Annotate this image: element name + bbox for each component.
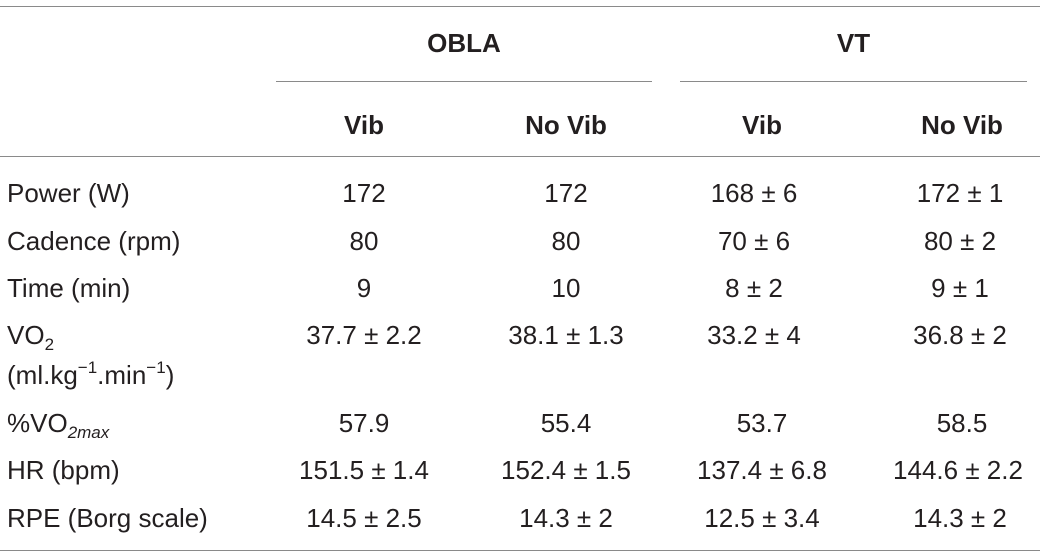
subheader-vt-vib: Vib <box>742 110 782 140</box>
table-cell: 37.7 ± 2.2 <box>306 320 422 350</box>
table-cell: 70 ± 6 <box>717 226 791 256</box>
row-label-power: Power (W) <box>7 178 130 208</box>
bottom-rule <box>0 550 1040 551</box>
table-cell: 80 <box>551 226 581 256</box>
table-cell: 172 <box>342 178 386 208</box>
row-label-vo2max: %VO2max <box>7 408 110 442</box>
table-cell: 80 <box>349 226 379 256</box>
row-label-hr: HR (bpm) <box>7 455 120 485</box>
table-cell: 172 ± 1 <box>916 178 1004 208</box>
table-cell: 137.4 ± 6.8 <box>697 455 827 485</box>
table-cell: 33.2 ± 4 <box>707 320 801 350</box>
row-label-time: Time (min) <box>7 273 131 303</box>
vt-group-rule <box>680 81 1027 82</box>
table-cell: 12.5 ± 3.4 <box>704 503 820 533</box>
subheader-obla-novib: No Vib <box>525 110 607 140</box>
table-cell: 14.5 ± 2.5 <box>306 503 422 533</box>
table-cell: 57.9 <box>338 408 390 438</box>
subheader-obla-vib: Vib <box>344 110 384 140</box>
table-cell: 8 ± 2 <box>725 273 783 303</box>
table-cell: 53.7 <box>736 408 788 438</box>
table-cell: 58.5 <box>936 408 988 438</box>
table-cell: 14.3 ± 2 <box>519 503 613 533</box>
row-label-vo2-unit: (ml.kg−1.min−1) <box>7 358 175 390</box>
row-label-rpe: RPE (Borg scale) <box>7 503 208 533</box>
table-cell: 9 ± 1 <box>931 273 989 303</box>
row-label-cadence: Cadence (rpm) <box>7 226 181 256</box>
group-header-vt: VT <box>836 28 871 58</box>
header-rule <box>0 156 1040 157</box>
obla-group-rule <box>276 81 652 82</box>
table-cell: 152.4 ± 1.5 <box>501 455 631 485</box>
table-cell: 36.8 ± 2 <box>913 320 1007 350</box>
table-cell: 168 ± 6 <box>710 178 798 208</box>
table-cell: 80 ± 2 <box>923 226 997 256</box>
table-cell: 10 <box>551 273 581 303</box>
table-cell: 144.6 ± 2.2 <box>893 455 1023 485</box>
subheader-vt-novib: No Vib <box>921 110 1003 140</box>
group-header-obla: OBLA <box>427 28 501 58</box>
table-cell: 14.3 ± 2 <box>913 503 1007 533</box>
table-cell: 38.1 ± 1.3 <box>508 320 624 350</box>
table-cell: 151.5 ± 1.4 <box>299 455 429 485</box>
table-cell: 55.4 <box>540 408 592 438</box>
table-cell: 9 <box>356 273 372 303</box>
row-label-vo2: VO2 <box>7 320 55 354</box>
table-cell: 172 <box>544 178 588 208</box>
top-rule <box>0 6 1040 7</box>
